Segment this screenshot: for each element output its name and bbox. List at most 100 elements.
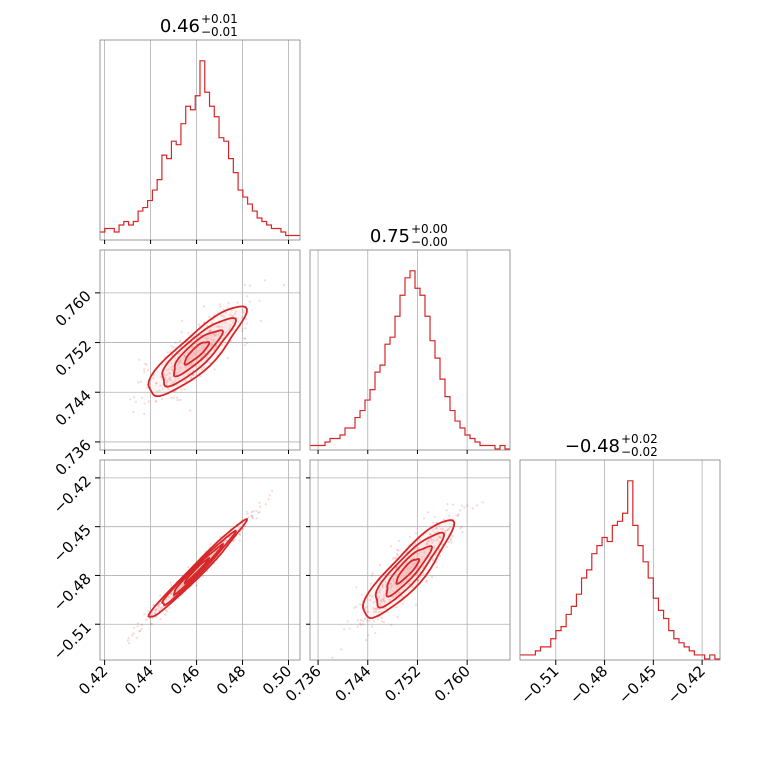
scatter-point (178, 360, 181, 363)
scatter-point (393, 580, 396, 583)
scatter-point (356, 619, 359, 622)
scatter-point (232, 318, 235, 322)
scatter-point (180, 331, 183, 334)
scatter-point (170, 597, 173, 600)
scatter-point (232, 321, 235, 324)
scatter-point (455, 514, 458, 517)
scatter-point (414, 542, 417, 546)
scatter-point (346, 620, 349, 623)
scatter-point (417, 578, 420, 582)
scatter-point (132, 632, 135, 635)
scatter-point (422, 565, 425, 568)
scatter-point (170, 592, 173, 596)
scatter-point (217, 325, 220, 328)
scatter-point (268, 494, 271, 497)
scatter-point (224, 539, 227, 542)
scatter-point (439, 536, 442, 539)
scatter-point (376, 608, 379, 611)
scatter-point (348, 627, 351, 630)
scatter-point (226, 357, 229, 360)
scatter-point (154, 608, 157, 612)
scatter-point (170, 584, 173, 587)
scatter-point (425, 543, 428, 546)
scatter-point (396, 593, 399, 596)
scatter-point (250, 510, 253, 514)
scatter-point (238, 532, 241, 536)
scatter-point (216, 311, 219, 314)
scatter-point (283, 283, 286, 287)
scatter-point (212, 332, 215, 336)
scatter-point (212, 339, 215, 342)
scatter-point (443, 518, 446, 521)
scatter-point (213, 334, 216, 337)
scatter-point (446, 503, 449, 506)
scatter-point (211, 321, 214, 325)
scatter-point (242, 311, 245, 314)
scatter-point (167, 595, 171, 598)
scatter-point (159, 617, 162, 621)
scatter-point (415, 567, 418, 570)
scatter-point (396, 553, 399, 556)
scatter-point (143, 412, 146, 415)
scatter-point (170, 396, 173, 399)
scatter-point (426, 547, 429, 550)
scatter-point (449, 526, 452, 529)
scatter-point (181, 584, 184, 587)
scatter-point (429, 533, 432, 536)
scatter-panel-0-1 (99, 249, 301, 451)
scatter-point (459, 509, 462, 512)
scatter-point (367, 634, 370, 637)
scatter-point (213, 347, 216, 351)
scatter-point (417, 564, 420, 568)
scatter-point (431, 529, 434, 532)
scatter-point (243, 525, 247, 528)
scatter-point (214, 333, 217, 336)
scatter-point (156, 390, 159, 393)
scatter-point (155, 400, 158, 403)
scatter-point (438, 524, 441, 527)
scatter-point (445, 545, 449, 548)
scatter-point (381, 586, 384, 589)
scatter-point (195, 584, 198, 587)
scatter-point (160, 607, 163, 610)
x-tick-label-1-3: 0.760 (431, 662, 474, 705)
y-tick-label-2-2: −0.45 (50, 521, 95, 566)
scatter-point (397, 539, 401, 543)
scatter-point (165, 381, 168, 384)
scatter-point (185, 366, 188, 369)
scatter-point (379, 599, 382, 602)
scatter-point (374, 608, 377, 611)
scatter-point (251, 516, 254, 519)
scatter-point (395, 587, 398, 590)
scatter-point (167, 595, 170, 598)
scatter-point (213, 368, 216, 371)
scatter-point (190, 363, 193, 366)
histogram-step-2 (520, 480, 720, 660)
scatter-point (174, 341, 177, 344)
scatter-point (178, 361, 181, 364)
histogram-panel-2: −0.48 +0.02−0.02 (519, 432, 721, 661)
scatter-point (438, 555, 441, 558)
scatter-point (177, 587, 180, 590)
panel-frame (99, 39, 301, 241)
scatter-point (434, 553, 437, 556)
scatter-point (252, 510, 255, 513)
scatter-point (371, 574, 374, 577)
scatter-point (169, 379, 172, 382)
scatter-point (395, 606, 398, 609)
scatter-point (417, 579, 420, 582)
scatter-point (409, 557, 412, 561)
y-tick-label-1-3: 0.760 (52, 287, 95, 330)
scatter-point (236, 301, 239, 304)
scatter-point (166, 351, 169, 354)
scatter-point (153, 612, 157, 615)
scatter-point (143, 613, 146, 616)
scatter-point (388, 591, 392, 594)
scatter-point (152, 377, 155, 380)
scatter-point (164, 376, 167, 379)
scatter-point (241, 327, 244, 330)
scatter-point (165, 373, 168, 377)
scatter-point (422, 551, 426, 554)
scatter-point (380, 616, 384, 620)
scatter-point (208, 337, 211, 340)
